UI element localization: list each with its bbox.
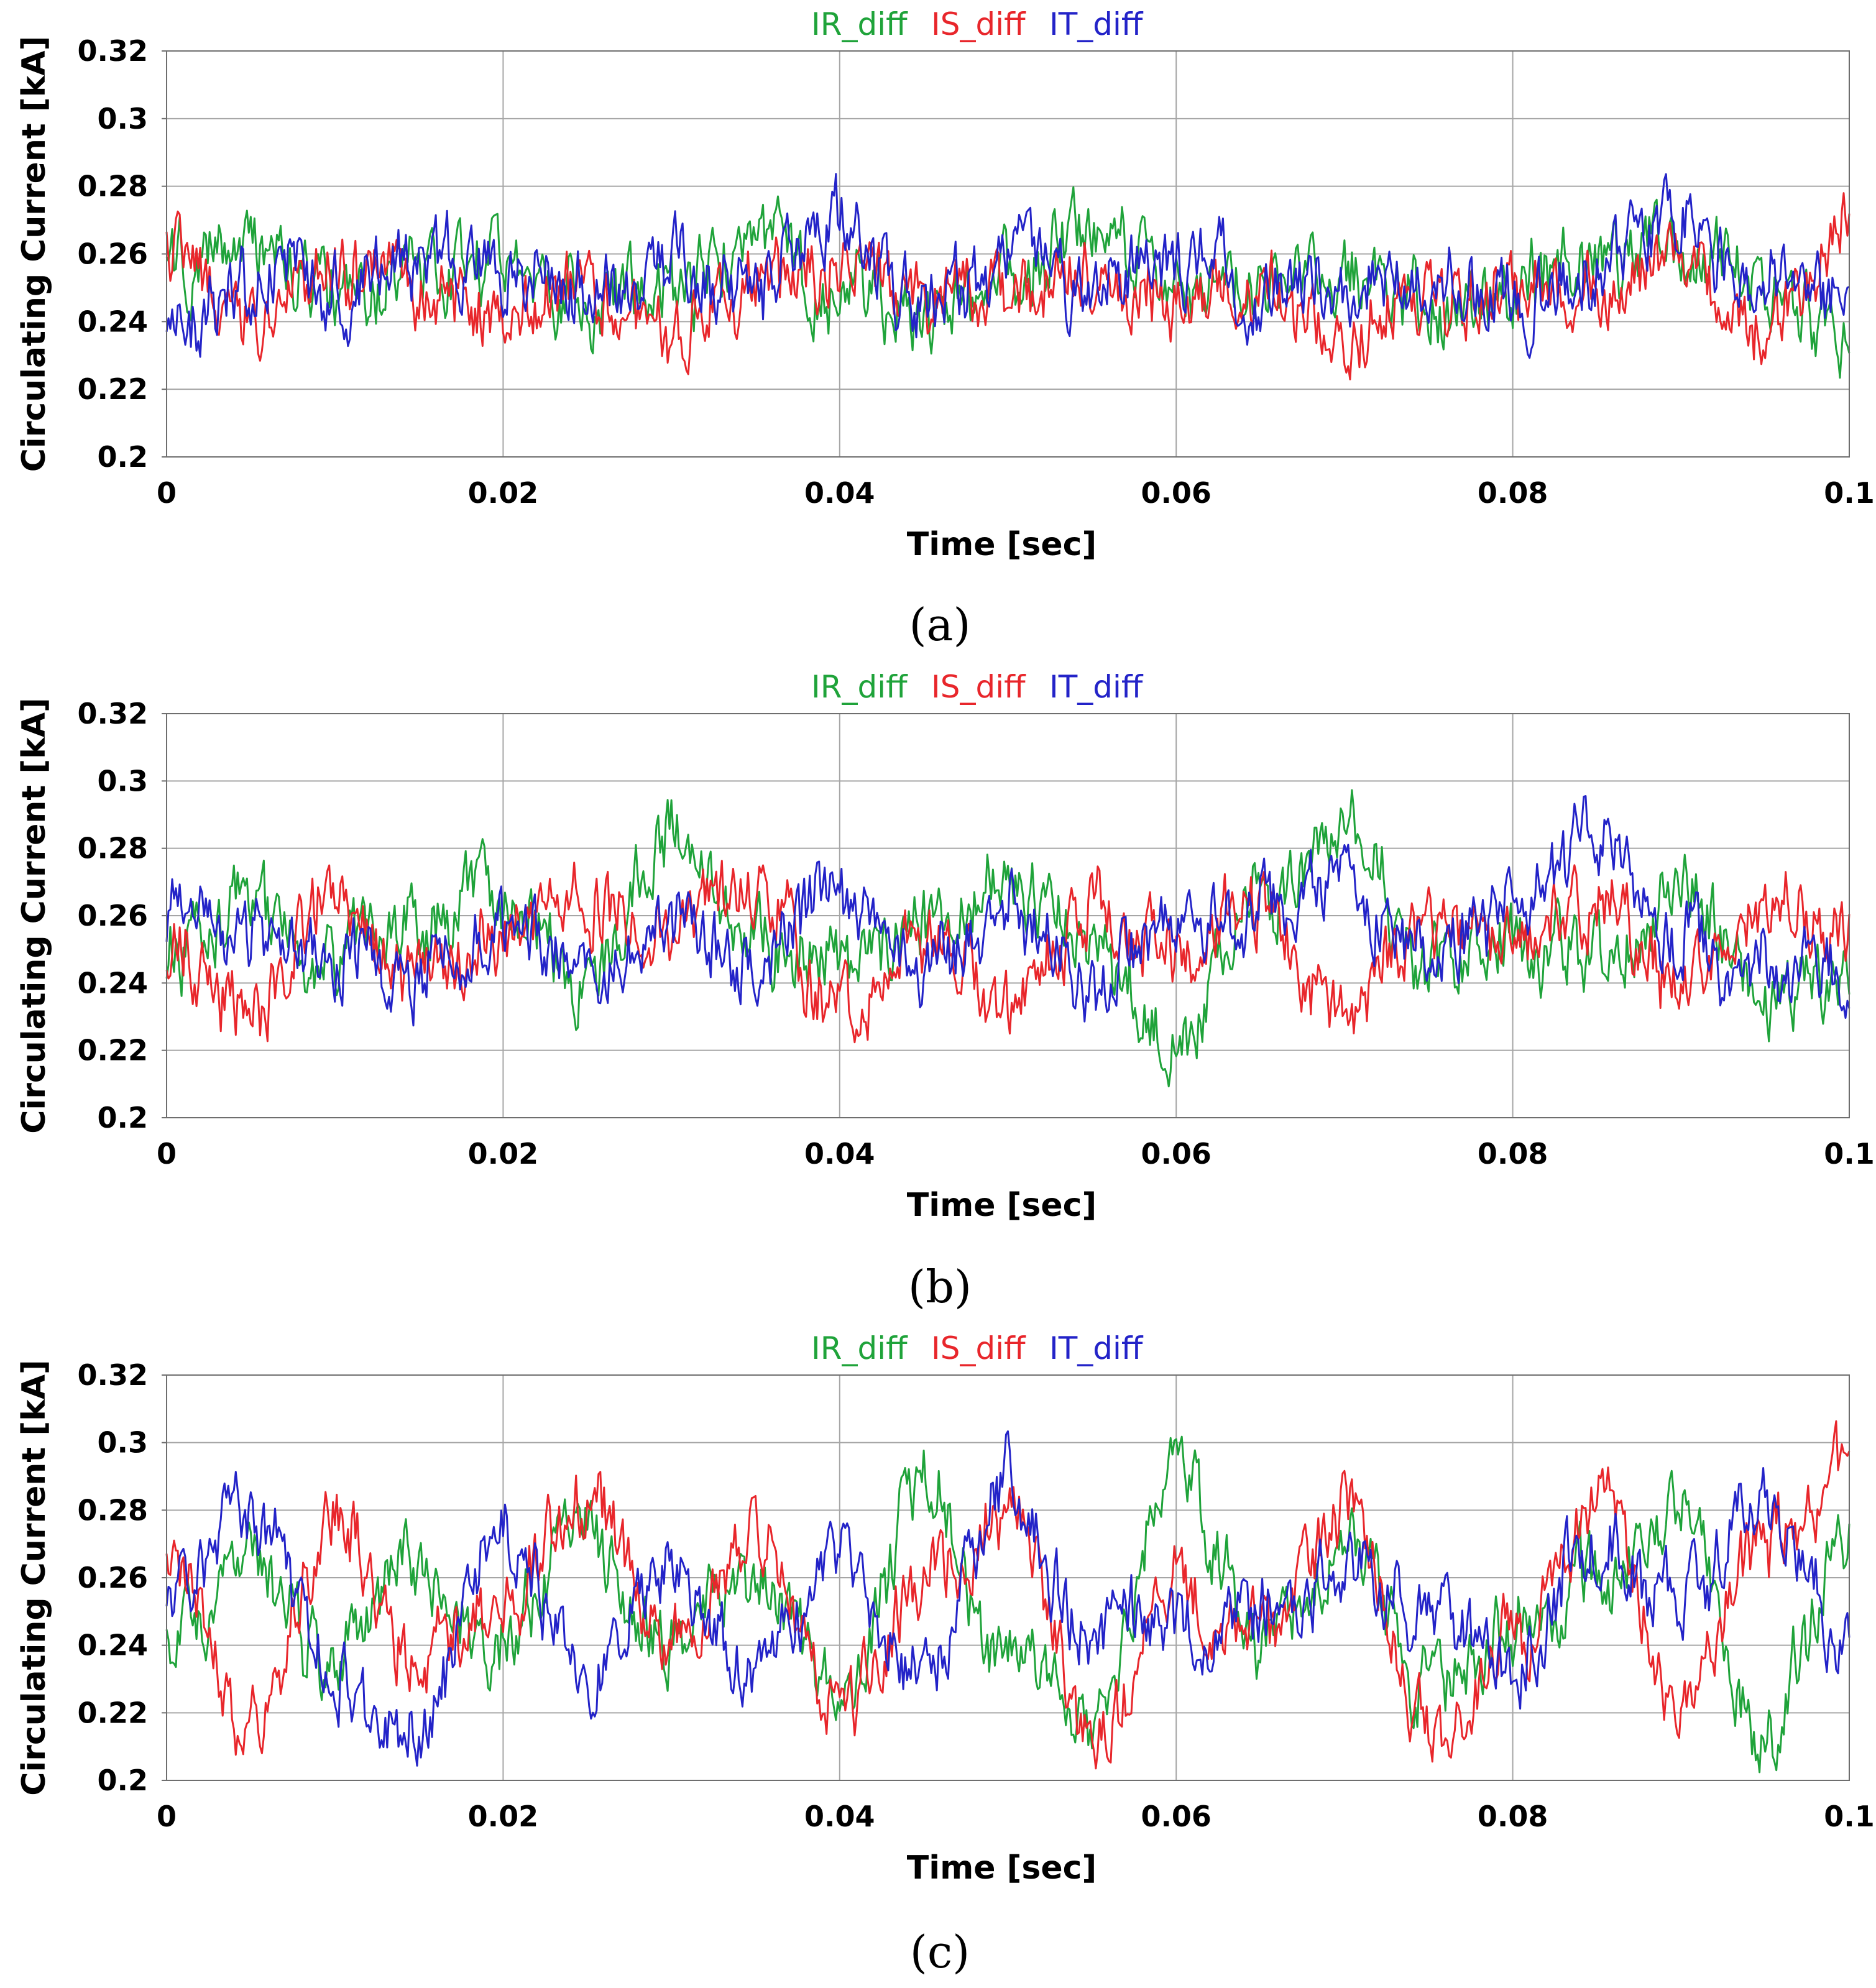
y-tick-label: 0.22 [78, 1696, 149, 1729]
chart-panel-2: 0.2 0.22 0.24 0.26 0.28 0.3 0.32 0 0.02 0.04 0.06 0… [16, 669, 1875, 1313]
y-tick-label: 0.32 [78, 1358, 149, 1392]
series-line-ir-diff [165, 186, 1851, 379]
y-tick-label: 0.24 [78, 966, 149, 1000]
x-tick-label: 0.08 [1478, 1137, 1548, 1171]
x-axis-label: Time [sec] [907, 1187, 1097, 1224]
x-tick-label: 0.06 [1141, 476, 1212, 510]
series-line-it-diff [165, 795, 1851, 1027]
x-tick-label: 0.06 [1141, 1800, 1212, 1833]
plot-frame [166, 1374, 1850, 1781]
chart-panel-1: 0.2 0.22 0.24 0.26 0.28 0.3 0.32 0 0.02 0.04 0.06 0… [16, 6, 1875, 651]
panel-caption: (c) [910, 1926, 970, 1978]
panel-caption: (a) [909, 599, 970, 651]
y-tick-label: 0.26 [78, 1561, 149, 1595]
y-tick-label: 0.24 [78, 305, 149, 338]
y-tick-label: 0.22 [78, 372, 149, 406]
y-axis-label: Circulating Current [kA] [16, 36, 53, 472]
x-tick-label: 0.04 [804, 1137, 875, 1171]
x-tick-label: 0.08 [1478, 476, 1548, 510]
x-tick-label: 0 [157, 1137, 177, 1171]
x-tick-label: 0.02 [468, 476, 539, 510]
y-tick-label: 0.22 [78, 1034, 149, 1067]
y-tick-label: 0.2 [98, 1101, 149, 1134]
series-line-is-diff [165, 192, 1851, 380]
x-tick-label: 0.06 [1141, 1137, 1212, 1171]
x-tick-label: 0.1 [1824, 476, 1875, 510]
y-axis-label: Circulating Current [kA] [16, 1360, 53, 1796]
x-tick-label: 0.08 [1478, 1800, 1548, 1833]
y-tick-label: 0.3 [98, 1426, 149, 1460]
x-tick-label: 0.04 [804, 476, 875, 510]
y-tick-label: 0.3 [98, 764, 149, 798]
y-tick-label: 0.26 [78, 899, 149, 932]
legend-entry: IS_diff [931, 1330, 1026, 1366]
series-line-is-diff [165, 860, 1851, 1044]
legend-entry: IT_diff [1049, 6, 1144, 42]
x-tick-label: 0.04 [804, 1800, 875, 1833]
panel-caption: (b) [908, 1261, 972, 1313]
x-tick-label: 0 [157, 476, 177, 510]
y-tick-label: 0.24 [78, 1629, 149, 1662]
series-line-it-diff [165, 173, 1850, 359]
legend-entry: IT_diff [1049, 1330, 1144, 1366]
series-line-is-diff [165, 1420, 1851, 1770]
series-line-it-diff [165, 1430, 1851, 1767]
legend-entry: IS_diff [931, 6, 1026, 42]
y-tick-label: 0.32 [78, 697, 149, 730]
y-tick-label: 0.28 [78, 170, 149, 203]
plot-frame [166, 713, 1850, 1118]
series-line-ir-diff [165, 1435, 1851, 1774]
y-axis-label: Circulating Current [kA] [16, 697, 53, 1134]
x-tick-label: 0.1 [1824, 1137, 1875, 1171]
x-tick-label: 0.02 [468, 1800, 539, 1833]
y-tick-label: 0.26 [78, 237, 149, 271]
y-tick-label: 0.2 [98, 440, 149, 474]
x-tick-label: 0 [157, 1800, 177, 1833]
x-axis-label: Time [sec] [907, 1849, 1097, 1887]
x-tick-label: 0.1 [1824, 1800, 1875, 1833]
y-tick-label: 0.32 [78, 34, 149, 68]
legend-entry: IR_diff [811, 6, 908, 42]
legend-entry: IR_diff [811, 669, 908, 705]
y-tick-label: 0.28 [78, 1493, 149, 1527]
y-tick-label: 0.28 [78, 832, 149, 865]
legend-entry: IT_diff [1049, 669, 1144, 705]
y-tick-label: 0.2 [98, 1764, 149, 1797]
y-tick-label: 0.3 [98, 102, 149, 136]
legend-entry: IS_diff [931, 669, 1026, 705]
series-line-ir-diff [165, 789, 1851, 1088]
x-axis-label: Time [sec] [907, 526, 1097, 563]
x-tick-label: 0.02 [468, 1137, 539, 1171]
chart-panel-3: 0.2 0.22 0.24 0.26 0.28 0.3 0.32 0 0.02 0.04 0.06 0… [16, 1330, 1875, 1978]
legend-entry: IR_diff [811, 1330, 908, 1366]
plot-frame [166, 50, 1850, 458]
